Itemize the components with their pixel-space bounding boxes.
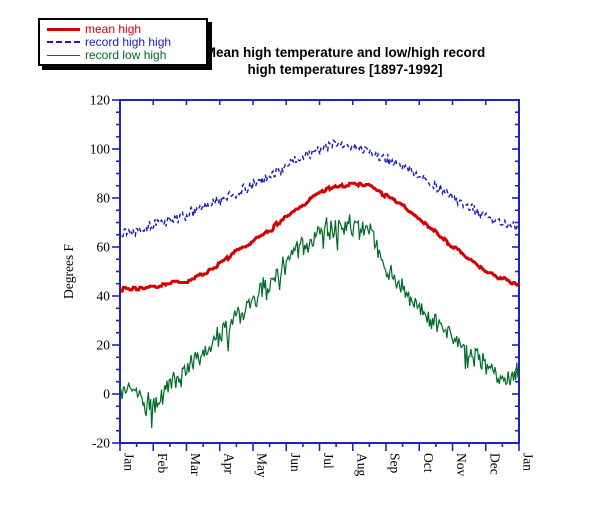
chart-legend: mean high record high high record low hi… — [38, 18, 208, 66]
axis-tick-labels: -20 0 20 40 60 80 100 120 Jan Feb Mar Apr May Jun Jul A… — [61, 93, 536, 478]
x-tick-label: Feb — [155, 453, 170, 474]
y-tick-label: 40 — [97, 289, 111, 304]
chart-title-line2: high temperatures [1897-1992] — [247, 62, 443, 77]
legend-line-sample-record-high-high — [47, 41, 80, 43]
legend-item-record-high-high: record high high — [47, 36, 202, 48]
x-tick-label: Mar — [188, 453, 203, 476]
x-tick-label: Sep — [388, 453, 403, 474]
x-tick-label: Oct — [421, 453, 436, 473]
x-tick-label: Jun — [288, 453, 303, 472]
chart-title: Mean high temperature and low/high recor… — [172, 44, 518, 78]
legend-label: record high high — [85, 35, 172, 49]
legend-line-sample-record-low-high — [47, 54, 80, 56]
x-tick-label: Dec — [487, 453, 502, 475]
y-tick-label: 0 — [103, 387, 110, 402]
x-tick-label: Aug — [354, 453, 369, 476]
series-record-high-high — [119, 139, 520, 239]
y-tick-label: 20 — [97, 338, 111, 353]
axis-frame — [112, 99, 520, 451]
x-tick-label: Nov — [454, 453, 469, 476]
legend-label: mean high — [85, 22, 142, 36]
y-tick-label: 60 — [97, 240, 111, 255]
legend-item-record-low-high: record low high — [47, 49, 202, 61]
x-tick-label: Apr — [221, 453, 236, 474]
legend-label: record low high — [85, 48, 167, 62]
x-tick-label: Jan — [122, 453, 137, 471]
y-tick-label: 80 — [97, 191, 111, 206]
legend-line-sample-mean-high — [47, 27, 80, 31]
chart-title-line1: Mean high temperature and low/high recor… — [204, 45, 486, 60]
x-tick-label: May — [255, 453, 270, 478]
x-tick-label: Jul — [321, 453, 336, 469]
x-tick-label: Jan — [521, 453, 536, 471]
series-mean-high — [120, 181, 521, 293]
y-tick-label: -20 — [92, 436, 110, 451]
y-tick-label: 100 — [90, 142, 111, 157]
y-axis-title: Degrees F — [61, 243, 76, 299]
series-record-low-high — [119, 214, 520, 429]
legend-item-mean-high: mean high — [47, 23, 202, 35]
y-tick-label: 120 — [90, 93, 111, 108]
